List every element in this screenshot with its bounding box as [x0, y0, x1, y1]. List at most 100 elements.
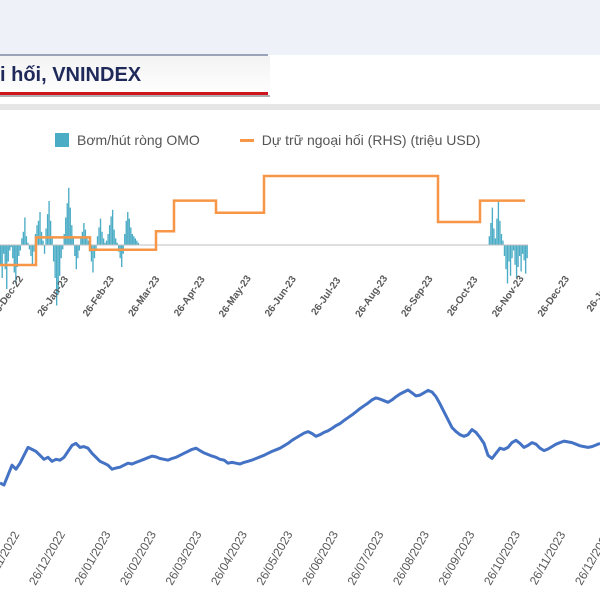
omo-bar — [508, 245, 510, 262]
omo-bar — [24, 217, 26, 245]
omo-bar — [57, 245, 59, 295]
omo-bar — [87, 240, 90, 245]
omo-bar — [59, 245, 61, 276]
top-x-tick-label: 26-Nov-23 — [490, 273, 527, 319]
omo-bar — [77, 245, 79, 259]
omo-bar — [49, 220, 52, 245]
omo-bar — [9, 245, 11, 251]
omo-bar — [496, 218, 498, 245]
omo-bar — [95, 245, 97, 250]
title-shadow — [0, 95, 270, 97]
title-bar — [0, 56, 270, 96]
omo-bar — [104, 242, 106, 245]
top-x-tick-label: 26-Apr-23 — [172, 274, 208, 318]
omo-bar — [520, 245, 522, 272]
omo-bar — [63, 234, 65, 245]
omo-bar — [518, 245, 521, 256]
legend-swatch-fx — [239, 138, 254, 142]
top-x-tick-label: 26-Sep-23 — [399, 274, 435, 319]
omo-bar — [107, 234, 109, 245]
omo-bar — [124, 234, 126, 245]
omo-bar — [514, 245, 516, 265]
omo-bar — [502, 240, 504, 245]
bottom-x-tick-label: 26/12/2022 — [26, 528, 68, 587]
omo-bar — [96, 236, 99, 245]
fx-reserve-line — [0, 174, 525, 267]
omo-bar — [71, 225, 73, 245]
bottom-x-tick-label: 26/11/2022 — [0, 529, 23, 588]
omo-bar — [10, 245, 12, 248]
title-underline — [0, 92, 268, 95]
omo-bar — [517, 245, 519, 267]
omo-bar — [523, 245, 525, 261]
omo-bar — [505, 245, 507, 270]
omo-bar — [136, 240, 138, 245]
omo-bar — [113, 229, 115, 245]
bottom-x-tick-label: 26/09/2023 — [435, 528, 477, 587]
omo-bar — [131, 234, 133, 245]
page-title: i hối, VNINDEX — [0, 64, 142, 86]
omo-bar — [30, 245, 32, 256]
omo-bar — [102, 238, 105, 245]
bottom-x-tick-label: 26/05/2023 — [253, 528, 295, 587]
legend: Bơm/hút ròng OMO Dự trữ ngoại hối (RHS) … — [55, 132, 480, 148]
omo-bar — [515, 245, 518, 278]
legend-label-omo: Bơm/hút ròng OMO — [77, 132, 200, 148]
omo-bar — [39, 212, 41, 245]
omo-bar — [116, 242, 118, 245]
omo-bar — [86, 236, 88, 245]
omo-bar — [28, 245, 31, 250]
omo-bar — [83, 223, 85, 245]
omo-bar — [121, 245, 123, 267]
omo-bar — [4, 245, 6, 270]
omo-bar — [119, 245, 121, 259]
omo-bar — [54, 245, 56, 278]
omo-bar — [46, 214, 49, 245]
omo-bar — [78, 245, 81, 251]
bottom-x-tick-label: 26/08/2023 — [390, 528, 432, 587]
omo-bar — [66, 203, 68, 245]
omo-bar — [509, 245, 512, 276]
omo-bar — [74, 245, 76, 256]
top-x-tick-label: 26-Oct-23 — [445, 274, 480, 318]
omo-bar — [13, 245, 15, 273]
top-x-tick-label: 26-Dec-22 — [0, 274, 26, 319]
omo-bar — [511, 245, 513, 259]
omo-bar — [137, 242, 140, 245]
omo-bar — [75, 245, 77, 270]
omo-bar — [110, 216, 112, 245]
omo-bar — [488, 236, 491, 245]
top-x-tick-label: 26-Jun-23 — [263, 274, 299, 319]
omo-bar — [6, 245, 8, 289]
top-x-tick-label: 26-Jul-23 — [310, 275, 344, 317]
bottom-x-tick-label: 26/03/2023 — [162, 528, 204, 587]
omo-bar — [493, 228, 495, 245]
bottom-x-tick-label: 26/01/2023 — [71, 528, 113, 587]
omo-bar — [19, 245, 22, 251]
omo-bar — [43, 245, 46, 254]
top-x-tick-label: 26-May-23 — [217, 273, 254, 319]
omo-bar — [494, 238, 497, 245]
omo-bar — [60, 245, 62, 259]
omo-bar — [92, 245, 94, 273]
omo-bar — [491, 207, 494, 245]
omo-bar — [503, 245, 506, 256]
omo-bar — [500, 234, 503, 245]
omo-bar — [105, 240, 108, 245]
top-x-tick-label: 26-Aug-23 — [354, 273, 391, 319]
omo-bar — [55, 245, 58, 306]
omo-bar — [93, 245, 96, 259]
omo-bar — [18, 245, 20, 256]
omo-bar — [48, 201, 50, 245]
omo-bar — [90, 245, 93, 262]
omo-bar — [506, 245, 509, 284]
omo-bar — [69, 207, 71, 245]
omo-bar — [0, 245, 2, 265]
omo-bar — [130, 227, 132, 245]
omo-bar — [99, 218, 102, 245]
omo-bar — [12, 245, 14, 259]
omo-bar — [37, 220, 40, 245]
omo-bar — [52, 245, 55, 262]
panel-separator — [0, 104, 600, 110]
omo-bar — [499, 220, 501, 245]
